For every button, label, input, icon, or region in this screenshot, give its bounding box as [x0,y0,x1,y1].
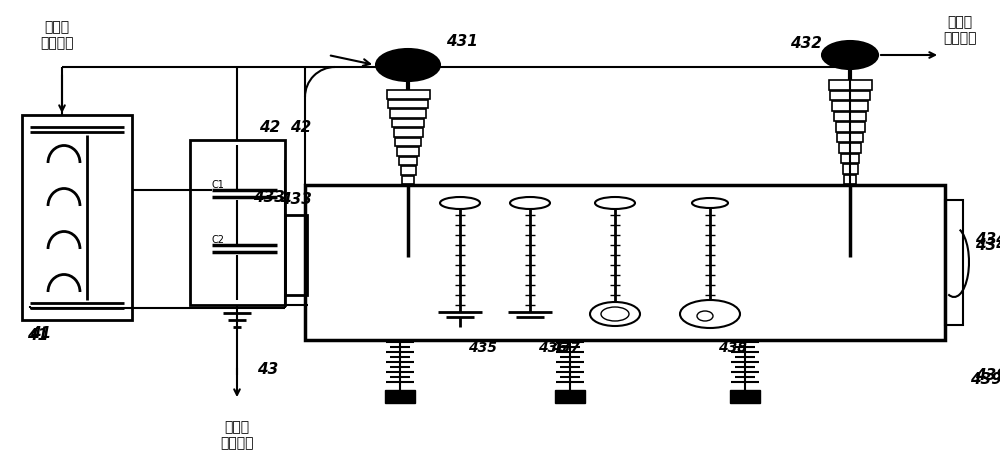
Bar [828,80,872,89]
Text: 438: 438 [718,341,747,355]
Ellipse shape [595,197,635,209]
Bar [399,157,417,165]
Text: 436: 436 [538,341,567,355]
Bar [730,390,760,403]
Text: C2: C2 [212,235,225,245]
Text: 432: 432 [790,35,822,50]
Text: C1: C1 [212,180,225,190]
Bar [402,176,414,184]
Text: 433: 433 [253,191,285,206]
Ellipse shape [510,197,550,209]
Bar [392,118,424,127]
Bar [394,128,422,137]
Bar [830,90,870,100]
Text: 至信号
调理模块: 至信号 调理模块 [943,15,977,45]
Bar [285,215,307,295]
Ellipse shape [822,41,878,69]
Ellipse shape [376,49,440,81]
Bar [844,174,856,184]
Text: 433: 433 [280,192,312,207]
Ellipse shape [440,197,480,209]
Text: 437: 437 [551,341,580,355]
Text: 434: 434 [975,237,1000,252]
Ellipse shape [601,307,629,321]
Text: 435: 435 [468,341,497,355]
Bar [305,185,945,340]
Bar [190,140,285,305]
Ellipse shape [692,198,728,208]
Bar [841,153,859,163]
Text: 431: 431 [446,35,478,49]
Bar [836,122,864,132]
Bar [22,115,132,320]
Bar [834,112,866,121]
Bar [385,390,415,403]
Bar [837,133,863,142]
Bar [400,166,416,174]
Text: 42: 42 [259,120,280,135]
Ellipse shape [697,311,713,321]
Bar [397,147,419,156]
Bar [839,143,861,153]
Bar [388,99,428,108]
Text: 41: 41 [30,326,51,341]
Text: 41: 41 [27,327,48,342]
Text: 439: 439 [975,367,1000,383]
Bar [395,138,421,146]
Text: 434: 434 [975,232,1000,247]
Text: 至中心
控制单元: 至中心 控制单元 [220,420,254,450]
Ellipse shape [680,300,740,328]
Text: 43: 43 [257,362,278,377]
Bar [555,390,585,403]
Text: 至中心
控制单元: 至中心 控制单元 [40,20,74,50]
Ellipse shape [590,302,640,326]
Text: 42: 42 [290,120,311,135]
Bar [386,90,430,99]
Text: 439: 439 [970,372,1000,388]
Bar [945,200,963,325]
Bar [842,164,858,173]
Bar [832,101,868,110]
Bar [390,109,426,118]
